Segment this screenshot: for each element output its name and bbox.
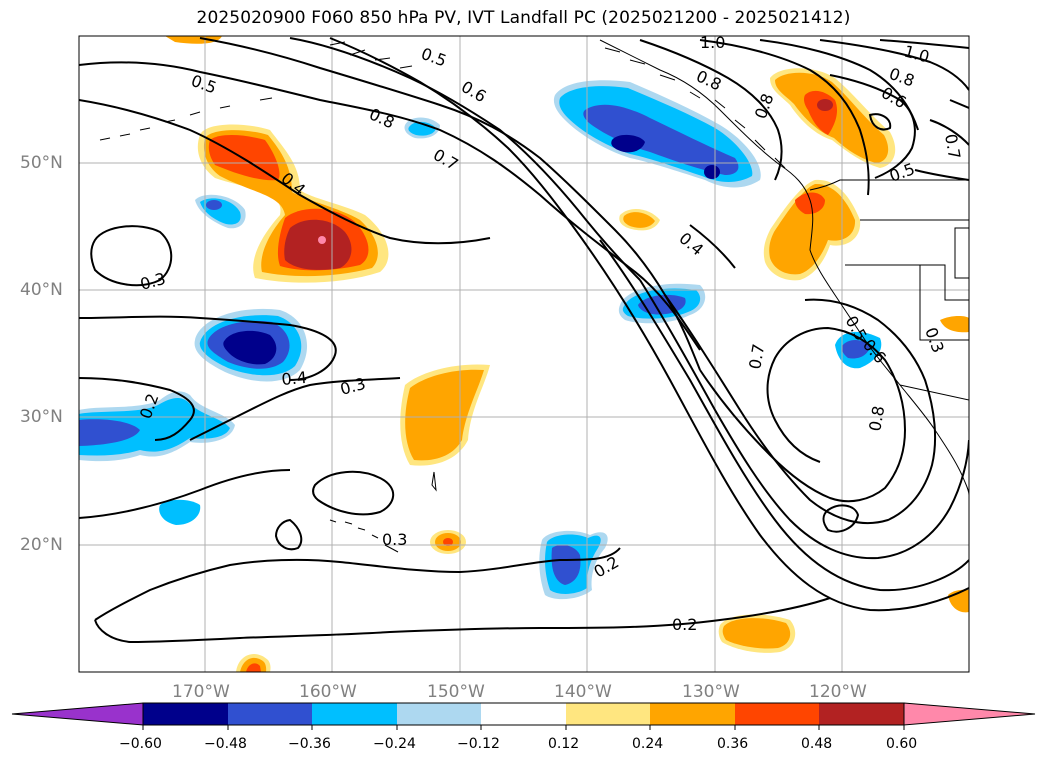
contour-label: 0.3 (382, 530, 407, 549)
colorbar-tick-label: −0.12 (457, 736, 500, 752)
pv-anomaly-negative-central (194, 308, 308, 382)
colorbar-tick-label: −0.24 (373, 736, 416, 752)
lon-label-170w: 170°W (172, 682, 230, 702)
contour-label: 0.3 (921, 325, 948, 355)
colorbar-tick-label: 0.60 (886, 736, 918, 752)
map-content: 1.0 0.5 0.8 0.5 0.6 0.8 0.7 1.0 0.8 0.6 … (79, 33, 969, 672)
colorbar-tick-label: −0.48 (204, 736, 247, 752)
lat-label-40n: 40°N (20, 280, 63, 300)
pv-anomaly-negative-small-1 (195, 194, 246, 229)
colorbar-tick-label: 0.24 (632, 736, 664, 752)
contour-label: 0.5 (419, 44, 449, 71)
colorbar-extend-high (903, 702, 1036, 726)
contour-label: 0.8 (865, 404, 888, 432)
pv-anomaly-negative-northeast (553, 80, 761, 188)
pv-anomaly-positive-top (165, 36, 222, 44)
colorbar-tick-label: 0.12 (548, 736, 580, 752)
pv-anomaly-positive-small-3 (236, 653, 271, 672)
contour-label: 0.7 (745, 342, 768, 370)
lon-label-130w: 130°W (682, 682, 740, 702)
contour-label: 0.2 (672, 615, 697, 634)
contour-label: 0.3 (338, 374, 368, 399)
pv-anomaly-positive-small-2 (619, 208, 660, 231)
contour-label: 1.0 (700, 33, 725, 52)
colorbar (11, 702, 1036, 730)
lon-label-160w: 160°W (299, 682, 357, 702)
contour-label: 1.0 (902, 42, 932, 67)
contour-label: 0.8 (693, 66, 724, 94)
contour-label: 0.6 (458, 77, 490, 106)
pv-anomaly-negative-small-2 (159, 499, 201, 525)
pv-anomaly-positive-small-1 (430, 530, 466, 554)
colorbar-tick-label: −0.60 (119, 736, 162, 752)
contour-label: 0.7 (430, 145, 462, 174)
colorbar-tick-label: 0.48 (801, 736, 833, 752)
contour-label: 0.8 (751, 91, 778, 121)
colorbar-tick-label: −0.36 (288, 736, 331, 752)
lon-label-150w: 150°W (427, 682, 485, 702)
contour-label: 0.4 (281, 368, 308, 389)
lat-label-50n: 50°N (20, 153, 63, 173)
pv-anomaly-positive-south (718, 614, 796, 653)
pv-anomaly-positive-central (400, 364, 490, 466)
contour-label: 0.8 (366, 104, 397, 132)
pv-anomaly-positive-east-1 (940, 315, 969, 333)
colorbar-tick-label: 0.36 (717, 736, 749, 752)
pv-anomaly-negative-mid (618, 283, 706, 324)
lat-label-30n: 30°N (20, 407, 63, 427)
lon-label-120w: 120°W (809, 682, 867, 702)
pv-anomaly-positive-northeast (770, 68, 896, 168)
pv-anomaly-negative-coast (835, 331, 882, 369)
contour-label: 0.7 (941, 132, 964, 160)
colorbar-extend-low (11, 702, 144, 726)
contour-label: 0.4 (675, 229, 707, 260)
map-frame (78, 35, 970, 673)
lon-label-140w: 140°W (554, 682, 612, 702)
pv-anomaly-negative-west (79, 391, 235, 462)
contours (79, 37, 969, 644)
lat-label-20n: 20°N (20, 535, 63, 555)
map-title: 2025020900 F060 850 hPa PV, IVT Landfall… (196, 8, 851, 28)
